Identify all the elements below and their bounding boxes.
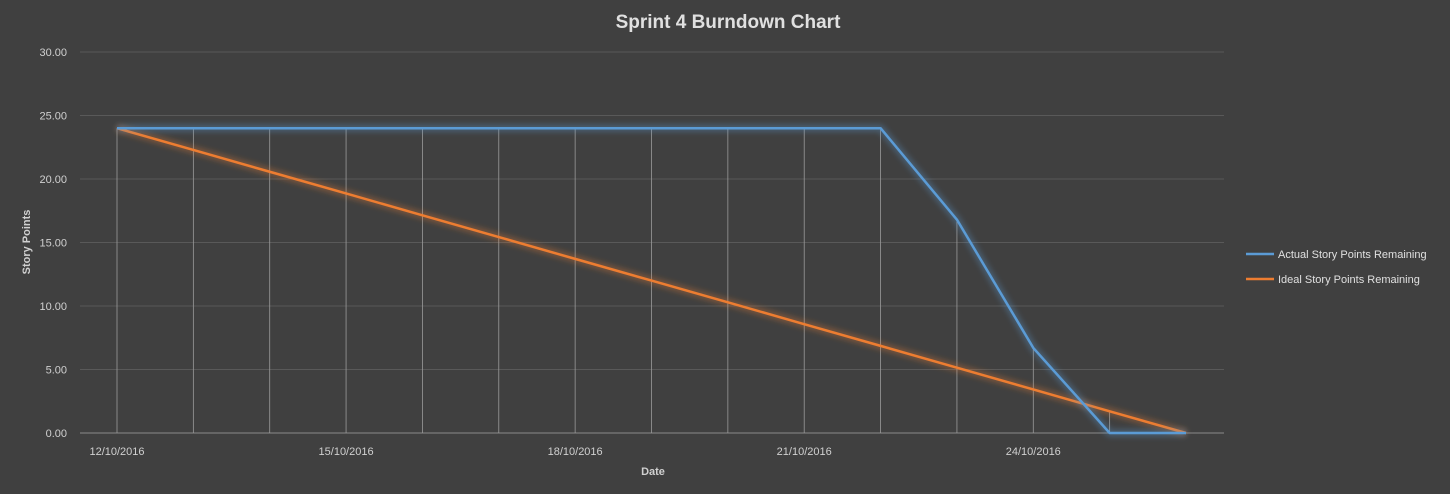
- y-tick-label: 30.00: [39, 47, 67, 59]
- legend-label: Actual Story Points Remaining: [1278, 249, 1427, 261]
- x-axis-title: Date: [641, 466, 665, 478]
- x-tick-label: 24/10/2016: [1006, 446, 1061, 458]
- x-tick-label: 15/10/2016: [319, 446, 374, 458]
- x-tick-label: 12/10/2016: [89, 446, 144, 458]
- y-tick-label: 15.00: [39, 238, 67, 250]
- y-tick-label: 10.00: [39, 301, 67, 313]
- ideal-story-points-remaining-line: [116, 126, 1187, 435]
- y-tick-label: 5.00: [46, 365, 67, 377]
- actual-story-points-remaining-line: [117, 126, 1186, 435]
- x-tick-label: 21/10/2016: [777, 446, 832, 458]
- x-tick-label: 18/10/2016: [548, 446, 603, 458]
- y-tick-label: 25.00: [39, 111, 67, 123]
- chart-title: Sprint 4 Burndown Chart: [616, 12, 842, 33]
- y-tick-label: 20.00: [39, 174, 67, 186]
- y-axis-title: Story Points: [21, 210, 33, 275]
- legend-label: Ideal Story Points Remaining: [1278, 274, 1420, 286]
- y-tick-label: 0.00: [46, 428, 67, 440]
